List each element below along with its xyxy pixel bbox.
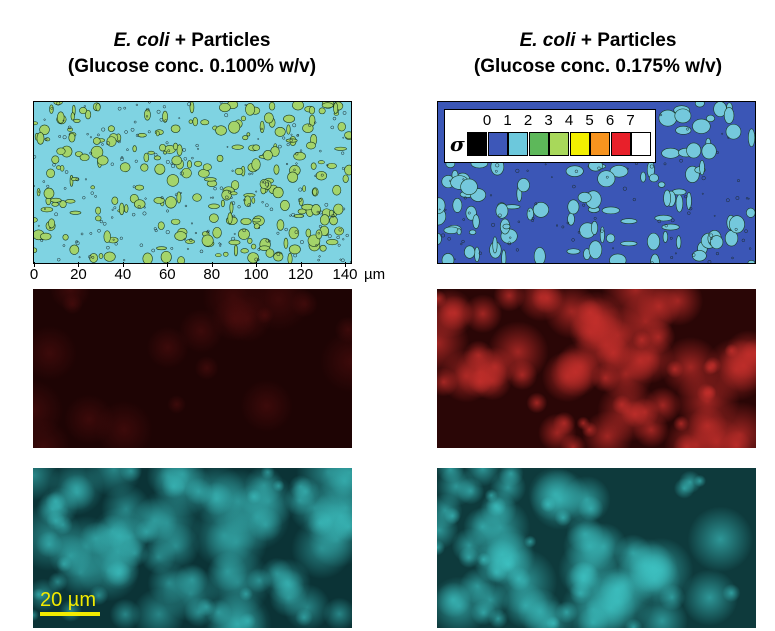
legend-sigma-symbol: σ (450, 132, 465, 156)
legend-level-label: 3 (544, 112, 553, 129)
cyan-image-right-svg (437, 468, 756, 628)
x-axis-tick-mark (345, 262, 346, 267)
x-axis-unit: µm (364, 266, 386, 283)
x-axis-tick-label: 20 (70, 266, 87, 283)
scale-bar (40, 612, 100, 616)
x-axis-tick-mark (78, 262, 80, 267)
x-axis-tick-label: 120 (288, 266, 314, 283)
x-axis-tick-mark (211, 262, 213, 267)
x-axis-tick-label: 60 (158, 266, 176, 283)
x-axis-tick-mark (34, 262, 35, 267)
right-title-organism: E. coli (519, 30, 576, 51)
x-axis-tick-mark (300, 262, 302, 267)
x-axis-tick-label: 80 (203, 266, 221, 283)
x-axis-tick-mark (256, 262, 258, 267)
contour-map-left-svg (34, 102, 351, 263)
x-axis-tick-label: 0 (29, 266, 39, 283)
scale-bar-label: 20 µm (40, 589, 96, 611)
red-image-left-svg (33, 289, 352, 448)
left-title-suffix: + Particles (169, 30, 271, 51)
legend-color-swatch (569, 132, 590, 156)
legend-color-swatch (631, 132, 651, 156)
right-panel-title: E. coli + Particles (Glucose conc. 0.175… (418, 28, 775, 80)
legend-level-label: 4 (564, 112, 574, 129)
red-image-right-svg (437, 289, 756, 448)
cyan-fluorescence-image-left (33, 468, 352, 628)
legend-level-label: 7 (626, 112, 635, 129)
legend-color-swatch (508, 132, 528, 156)
cyan-image-left-svg (33, 468, 352, 628)
x-axis-tick-label: 140 (332, 266, 358, 283)
left-title-glucose: (Glucose conc. 0.100% w/v) (67, 56, 317, 77)
red-fluorescence-image-left (33, 289, 352, 448)
right-title-suffix: + Particles (575, 30, 677, 51)
cyan-fluorescence-image-right (437, 468, 756, 628)
x-axis-tick-mark (167, 262, 169, 267)
legend-level-label: 5 (585, 112, 594, 129)
legend-color-swatch (610, 132, 631, 156)
left-panel-title: E. coli + Particles (Glucose conc. 0.100… (12, 28, 372, 80)
contour-map-left (33, 101, 352, 264)
x-axis-tick-label: 40 (114, 266, 132, 283)
legend-level-label: 0 (482, 112, 492, 129)
x-axis-tick-label: 100 (243, 266, 269, 283)
legend-color-swatch (590, 132, 610, 156)
red-fluorescence-image-right (437, 289, 756, 448)
legend-color-swatch (467, 132, 487, 156)
legend-color-swatch (487, 132, 508, 156)
legend-level-label: 2 (523, 112, 533, 129)
right-title-glucose: (Glucose conc. 0.175% w/v) (473, 56, 723, 77)
legend-level-label: 6 (605, 112, 615, 129)
x-axis-tick-mark (122, 262, 124, 267)
left-title-organism: E. coli (113, 30, 170, 51)
legend-color-swatch (549, 132, 569, 156)
x-axis-scale: µm 0 20 40 60 80 100 120 140 (0, 262, 420, 288)
legend-color-swatch (528, 132, 549, 156)
legend-level-label: 1 (503, 112, 512, 129)
